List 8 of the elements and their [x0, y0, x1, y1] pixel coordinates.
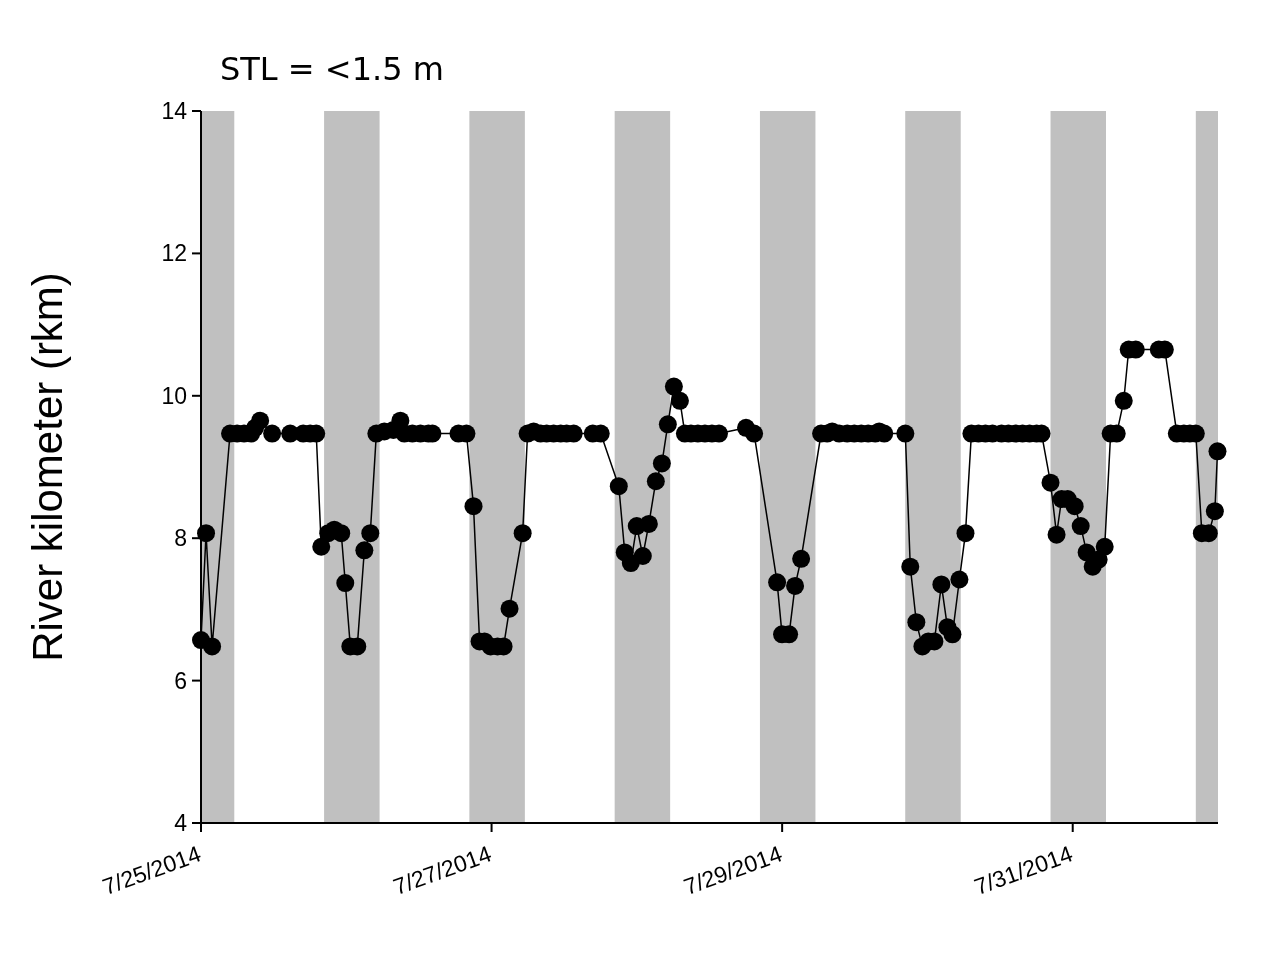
y-tick-label: 12: [161, 240, 187, 267]
y-tick-label: 10: [161, 382, 187, 409]
chart-title: STL = <1.5 m: [220, 50, 444, 88]
y-axis-title: River kilometer (rkm): [24, 272, 71, 662]
y-tick-label: 8: [174, 525, 187, 552]
y-tick-label: 6: [174, 667, 187, 694]
y-tick-label: 14: [161, 98, 188, 125]
y-tick-label: 4: [174, 810, 188, 837]
